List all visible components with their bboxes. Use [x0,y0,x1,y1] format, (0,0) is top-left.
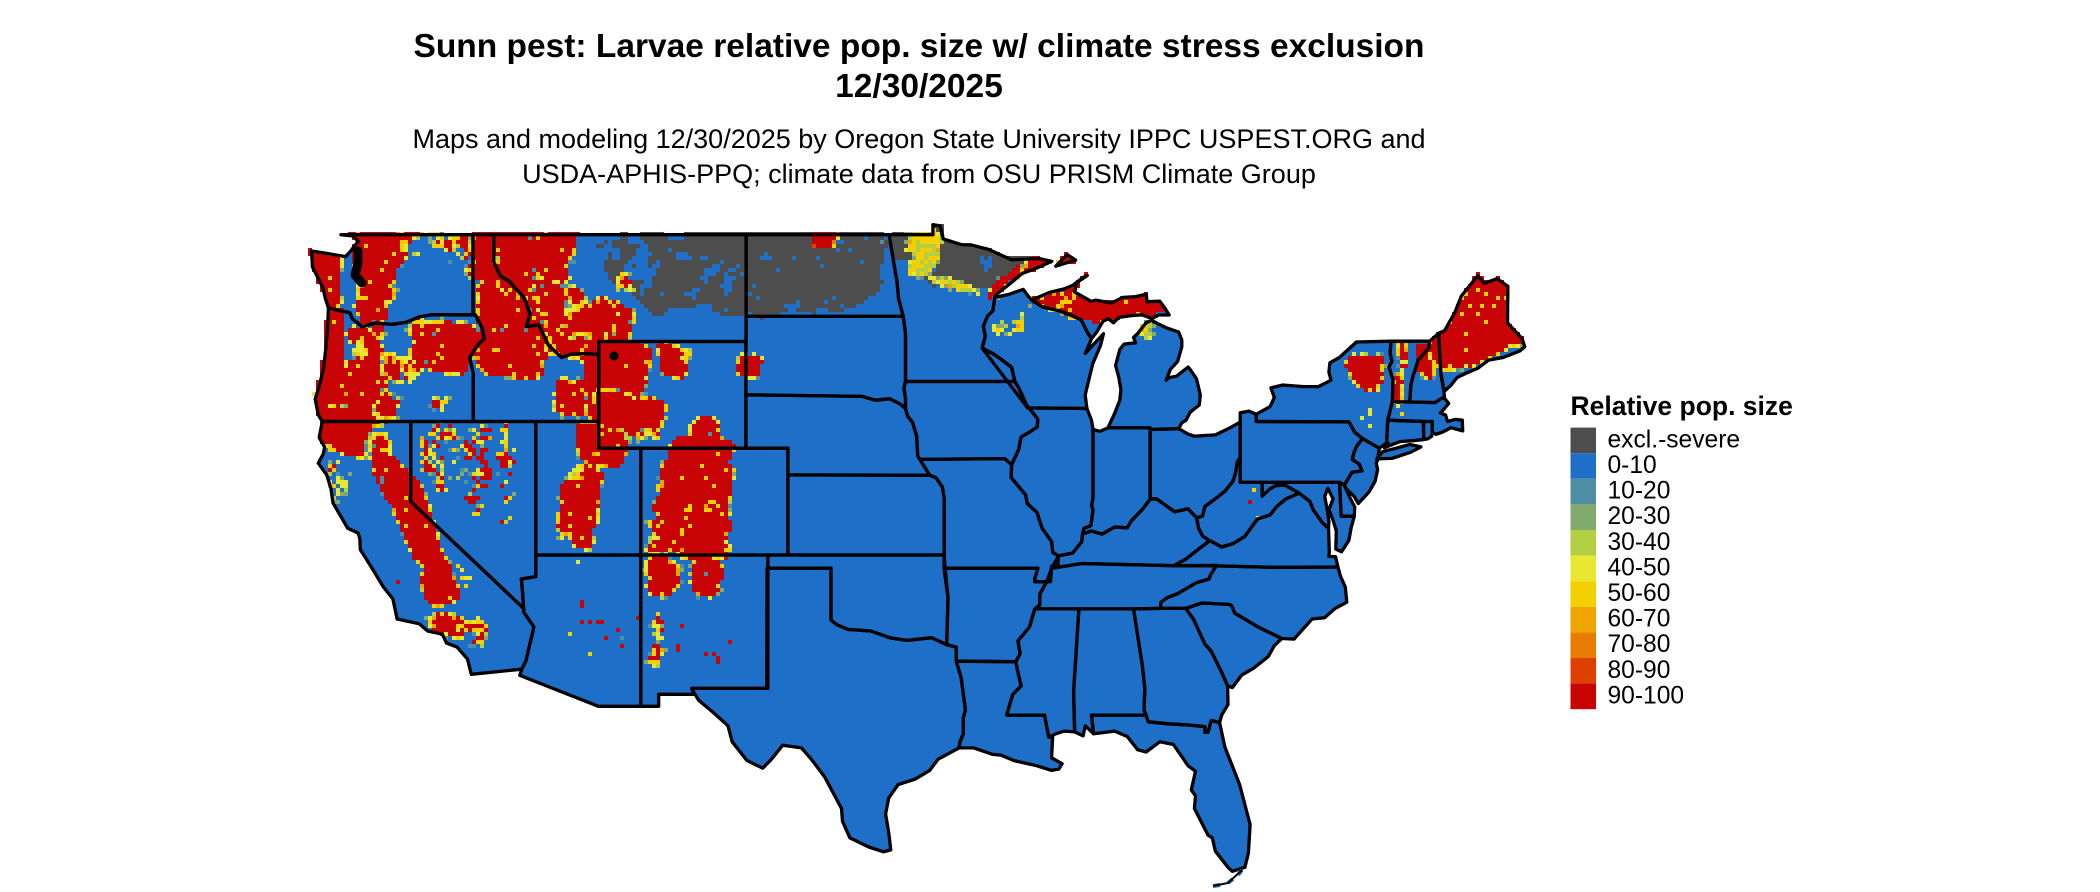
svg-text:Maps and modeling 12/30/2025 b: Maps and modeling 12/30/2025 by Oregon S… [412,124,1425,154]
svg-text:90-100: 90-100 [1608,682,1685,709]
svg-text:0-10: 0-10 [1608,452,1657,479]
svg-text:USDA-APHIS-PPQ; climate data f: USDA-APHIS-PPQ; climate data from OSU PR… [522,159,1316,189]
svg-text:12/30/2025: 12/30/2025 [835,68,1003,105]
svg-text:30-40: 30-40 [1608,529,1671,556]
svg-text:Relative pop. size: Relative pop. size [1571,391,1793,421]
svg-text:70-80: 70-80 [1608,631,1671,658]
svg-text:40-50: 40-50 [1608,554,1671,581]
svg-text:60-70: 60-70 [1608,606,1671,633]
svg-text:excl.-severe: excl.-severe [1608,426,1741,453]
svg-text:20-30: 20-30 [1608,503,1671,530]
svg-text:80-90: 80-90 [1608,657,1671,684]
svg-text:Sunn pest: Larvae relative pop: Sunn pest: Larvae relative pop. size w/ … [414,28,1425,65]
svg-text:50-60: 50-60 [1608,580,1671,607]
svg-text:10-20: 10-20 [1608,478,1671,505]
